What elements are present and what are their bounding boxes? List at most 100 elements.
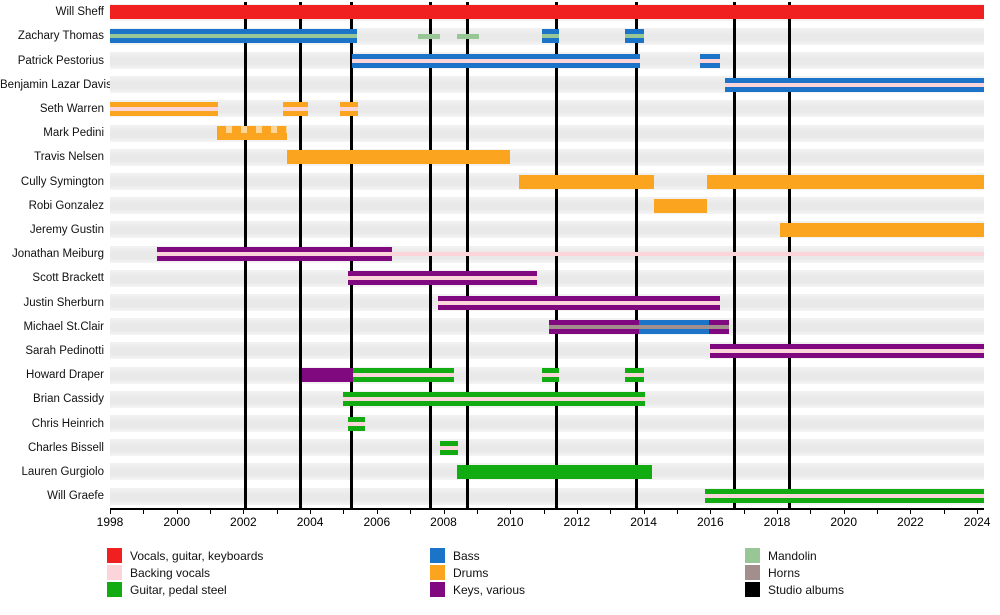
timeline-bar-bass bbox=[625, 29, 644, 44]
timeline-bar-guitar bbox=[440, 440, 459, 455]
member-label: Patrick Pestorius bbox=[17, 54, 104, 67]
axis-tick bbox=[110, 510, 111, 515]
timeline-bar-keys bbox=[348, 271, 537, 286]
legend-label-backing_vocals: Backing vocals bbox=[130, 566, 211, 580]
timeline-bar-guitar bbox=[705, 489, 984, 504]
member-label: Lauren Gurgiolo bbox=[21, 465, 104, 478]
timeline-bar-drums bbox=[283, 101, 309, 116]
legend-swatch-mandolin bbox=[745, 548, 760, 563]
axis-tick bbox=[210, 510, 212, 515]
axis-tick-label: 2014 bbox=[630, 515, 657, 530]
axis-tick bbox=[843, 510, 845, 515]
legend-swatch-drums bbox=[430, 565, 445, 580]
legend-swatch-horns bbox=[745, 565, 760, 580]
member-label: Brian Cassidy bbox=[33, 393, 104, 406]
timeline-bar-keys bbox=[548, 319, 639, 334]
timeline-bar-guitar bbox=[456, 464, 652, 479]
timeline-bar-drums bbox=[653, 198, 707, 213]
axis-tick-label: 2018 bbox=[763, 515, 791, 530]
timeline-bar-bass bbox=[700, 53, 721, 68]
timeline-bar-guitar bbox=[343, 392, 646, 407]
axis-tick-label: 2012 bbox=[563, 515, 591, 530]
axis-tick-label: 2020 bbox=[830, 515, 858, 530]
member-label: Zachary Thomas bbox=[17, 30, 104, 43]
timeline-bar-drums bbox=[706, 174, 984, 189]
axis-tick-label: 2016 bbox=[696, 515, 724, 530]
timeline-bar-drums bbox=[110, 101, 219, 116]
timeline-bar-drums bbox=[340, 101, 359, 116]
legend-label-mandolin: Mandolin bbox=[768, 549, 817, 563]
axis-tick bbox=[243, 510, 245, 515]
legend-label-vocals: Vocals, guitar, keyboards bbox=[130, 549, 264, 563]
timeline-bar-drums bbox=[518, 174, 654, 189]
timeline-bar-keys bbox=[710, 343, 984, 358]
axis-tick bbox=[643, 510, 645, 515]
timeline-bar-mandolin bbox=[456, 34, 479, 39]
timeline-bar-guitar bbox=[625, 368, 644, 383]
axis-tick bbox=[977, 510, 979, 515]
member-label: Will Sheff bbox=[55, 6, 104, 19]
axis-tick-label: 2006 bbox=[363, 515, 391, 530]
axis-tick bbox=[576, 510, 578, 515]
row-band bbox=[110, 221, 984, 239]
row-band bbox=[110, 318, 984, 336]
timeline-bar-keys bbox=[438, 295, 721, 310]
row-band bbox=[110, 148, 984, 166]
member-label: Seth Warren bbox=[39, 102, 104, 115]
legend-swatch-albums bbox=[745, 582, 760, 597]
legend-swatch-bass bbox=[430, 548, 445, 563]
axis-tick bbox=[743, 510, 745, 515]
legend-swatch-vocals bbox=[107, 548, 122, 563]
row-band bbox=[110, 100, 984, 118]
axis-tick bbox=[276, 510, 278, 515]
timeline-bar-bass bbox=[351, 53, 641, 68]
axis-tick bbox=[410, 510, 412, 515]
member-label: Will Graefe bbox=[47, 490, 104, 503]
axis-tick bbox=[143, 510, 145, 515]
axis-tick-label: 2024 bbox=[963, 515, 991, 530]
member-label: Jonathan Meiburg bbox=[11, 248, 104, 261]
member-label: Benjamin Lazar Davis bbox=[0, 78, 112, 91]
axis-tick bbox=[443, 510, 445, 515]
axis-tick-label: 1998 bbox=[96, 515, 124, 530]
axis-tick-label: 2010 bbox=[496, 515, 524, 530]
timeline-bar-vocals bbox=[110, 5, 984, 20]
axis-tick bbox=[610, 510, 612, 515]
timeline-bar-drums bbox=[216, 126, 287, 141]
member-label: Michael St.Clair bbox=[23, 320, 104, 333]
timeline-bar-bass bbox=[541, 29, 559, 44]
timeline-bar-mandolin bbox=[418, 34, 441, 39]
member-label: Cully Symington bbox=[20, 175, 104, 188]
axis-tick bbox=[310, 510, 312, 515]
axis-tick bbox=[777, 510, 778, 515]
row-band bbox=[110, 197, 984, 215]
timeline-bar-keys bbox=[156, 247, 392, 262]
axis-tick bbox=[376, 510, 378, 515]
timeline-bar-guitar bbox=[353, 368, 454, 383]
timeline-bar-guitar bbox=[541, 368, 559, 383]
axis-tick-label: 2000 bbox=[163, 515, 191, 530]
row-band bbox=[110, 124, 984, 142]
member-label: Mark Pedini bbox=[43, 127, 104, 140]
legend-swatch-keys bbox=[430, 582, 445, 597]
timeline-bar-keys bbox=[301, 368, 354, 383]
row-band bbox=[110, 415, 984, 432]
timeline-bar-bass bbox=[110, 29, 357, 44]
axis-line bbox=[110, 508, 984, 511]
member-label: Chris Heinrich bbox=[31, 417, 104, 430]
axis-tick bbox=[176, 510, 178, 515]
timeline-bar-guitar bbox=[348, 416, 366, 431]
axis-tick-label: 2004 bbox=[296, 515, 324, 530]
legend-label-drums: Drums bbox=[453, 566, 489, 580]
axis-tick bbox=[676, 510, 678, 515]
axis-tick bbox=[476, 510, 478, 515]
axis-tick bbox=[877, 510, 879, 515]
legend-swatch-guitar bbox=[107, 582, 122, 597]
timeline-bar-bass bbox=[638, 319, 709, 334]
legend-label-keys: Keys, various bbox=[453, 583, 526, 597]
timeline-bar-backing_vocals bbox=[391, 251, 984, 257]
legend-label-guitar: Guitar, pedal steel bbox=[130, 583, 227, 597]
timeline-bar-drums bbox=[286, 150, 511, 165]
member-label: Scott Brackett bbox=[32, 272, 104, 285]
legend-label-horns: Horns bbox=[768, 566, 801, 580]
